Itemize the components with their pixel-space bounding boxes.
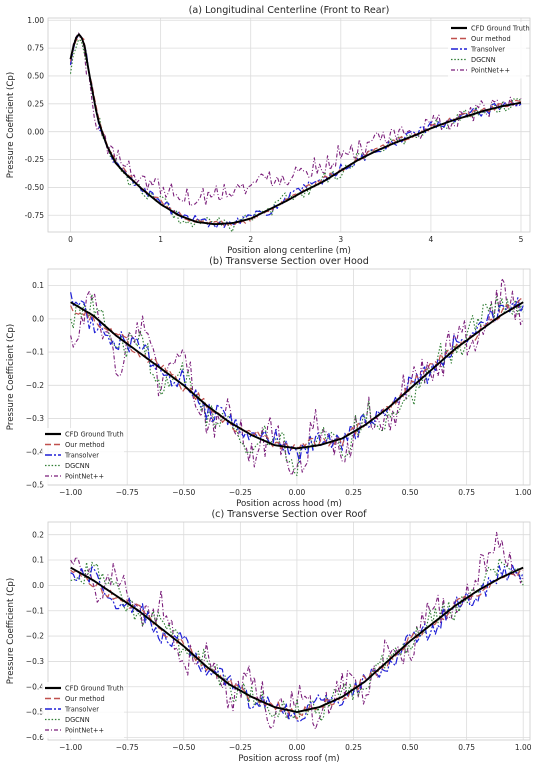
- legend: CFD Ground Truth Our method Transolver DGCN…: [42, 682, 124, 739]
- legend-label: Our method: [65, 695, 105, 703]
- x-tick-label: 0.50: [402, 488, 419, 497]
- y-tick-label: −0.2: [26, 381, 44, 390]
- x-tick-label: 0.00: [289, 488, 306, 497]
- y-tick-label: 0.50: [27, 72, 44, 81]
- x-tick-label: −0.25: [229, 488, 252, 497]
- y-tick-label: −0.1: [26, 348, 44, 357]
- x-tick-label: 0.00: [289, 743, 306, 752]
- series-line-ours: [70, 569, 524, 720]
- x-tick-label: 2: [248, 235, 253, 244]
- y-tick-label: 0.1: [32, 281, 44, 290]
- y-tick-label: −0.1: [26, 606, 44, 615]
- y-tick-label: −0.3: [26, 657, 44, 666]
- y-tick-label: −0.4: [26, 682, 44, 691]
- legend: CFD Ground Truth Our method Transolver DGCN…: [42, 428, 124, 485]
- legend-label: PointNet++: [65, 472, 104, 480]
- x-axis-label: Position across hood (m): [236, 499, 342, 509]
- y-tick-label: -0.50: [25, 183, 45, 192]
- x-tick-label: 4: [429, 235, 434, 244]
- legend-label: CFD Ground Truth: [65, 684, 124, 692]
- legend-label: Our method: [471, 35, 511, 43]
- x-tick-label: 1.00: [515, 743, 532, 752]
- series-line-cfd: [70, 301, 524, 450]
- y-tick-label: 0.25: [27, 99, 44, 108]
- y-tick-label: −0.5: [26, 708, 44, 717]
- legend-label: DGCNN: [65, 462, 90, 470]
- legend-box: [42, 682, 124, 739]
- chart-title: (b) Transverse Section over Hood: [209, 256, 369, 267]
- x-axis-label: Position along centerline (m): [227, 246, 351, 256]
- chart-title: (c) Transverse Section over Roof: [211, 509, 367, 520]
- chart-panel-c: −1.00 −0.75 −0.50 −0.25 0.00 0.25 0.50 0.75 1.00…: [6, 509, 532, 763]
- x-tick-label: −1.00: [59, 743, 82, 752]
- series-line-cfd: [69, 33, 522, 226]
- y-tick-label: 0.2: [32, 530, 44, 539]
- y-tick-label: −0.5: [26, 481, 44, 490]
- plot-area: [48, 269, 530, 485]
- legend-label: DGCNN: [65, 716, 90, 724]
- plot-area: [48, 522, 530, 740]
- x-tick-label: 5: [519, 235, 524, 244]
- legend-box: [42, 428, 124, 485]
- series-line-pointnet: [70, 277, 524, 476]
- x-tick-label: 0.50: [402, 743, 419, 752]
- y-axis-label: Pressure Coefficient (Cp): [6, 578, 16, 684]
- x-tick-label: −0.25: [229, 743, 252, 752]
- legend-label: CFD Ground Truth: [471, 24, 530, 32]
- y-tick-label: −0.3: [26, 414, 44, 423]
- plot-frame: [47, 268, 531, 486]
- y-tick-label: 0.1: [32, 556, 44, 565]
- x-tick-label: 0.75: [458, 743, 475, 752]
- chart-title: (a) Longitudinal Centerline (Front to Re…: [189, 5, 390, 16]
- series-line-cfd: [70, 566, 524, 714]
- x-tick-label: 0.75: [458, 488, 475, 497]
- legend-label: PointNet++: [471, 66, 510, 74]
- y-tick-label: −0.2: [26, 632, 44, 641]
- y-axis-label: Pressure Coefficient (Cp): [6, 324, 16, 430]
- x-tick-label: −1.00: [59, 488, 82, 497]
- legend-label: Transolver: [64, 451, 99, 459]
- series-line-dgcnn: [70, 293, 524, 477]
- x-tick-label: −0.75: [116, 488, 139, 497]
- y-tick-label: 1.00: [27, 16, 44, 25]
- legend-label: CFD Ground Truth: [65, 430, 124, 438]
- y-axis-label: Pressure Coefficient (Cp): [6, 72, 16, 178]
- y-tick-label: 0.0: [32, 314, 44, 323]
- plot-frame: [47, 17, 531, 233]
- y-tick-label: −0.6: [26, 733, 44, 742]
- legend-label: PointNet++: [65, 726, 104, 734]
- x-tick-label: −0.75: [116, 743, 139, 752]
- x-tick-label: 1: [158, 235, 163, 244]
- y-tick-label: -0.25: [25, 155, 45, 164]
- y-tick-label: -0.75: [25, 211, 45, 220]
- legend-label: Our method: [65, 441, 105, 449]
- x-tick-label: −0.50: [172, 488, 195, 497]
- legend-box: [448, 22, 526, 79]
- legend: CFD Ground Truth Our method Transolver DGCN…: [448, 22, 530, 79]
- x-tick-label: 0.25: [345, 488, 362, 497]
- x-tick-label: −0.50: [172, 743, 195, 752]
- chart-panel-a: 0 1 2 3 4 5 -0.75 -0.50 -0.25 0.00 0.25 0.50 0.75 1.0…: [6, 5, 531, 256]
- x-tick-label: 3: [338, 235, 343, 244]
- legend-label: Transolver: [64, 705, 99, 713]
- x-tick-label: 0: [68, 235, 73, 244]
- series-line-pointnet: [70, 531, 524, 730]
- y-tick-label: 0.75: [27, 44, 44, 53]
- legend-label: Transolver: [470, 45, 505, 53]
- chart-panel-b: −1.00 −0.75 −0.50 −0.25 0.00 0.25 0.50 0.75 1.00…: [6, 256, 532, 509]
- series-line-ours: [69, 36, 522, 227]
- x-tick-label: 1.00: [515, 488, 532, 497]
- y-tick-label: 0.0: [32, 581, 44, 590]
- y-tick-label: −0.4: [26, 447, 44, 456]
- legend-label: DGCNN: [471, 56, 496, 64]
- x-tick-label: 0.25: [345, 743, 362, 752]
- y-tick-label: 0.00: [27, 127, 44, 136]
- plot-frame: [47, 521, 531, 741]
- x-axis-label: Position across roof (m): [238, 754, 339, 763]
